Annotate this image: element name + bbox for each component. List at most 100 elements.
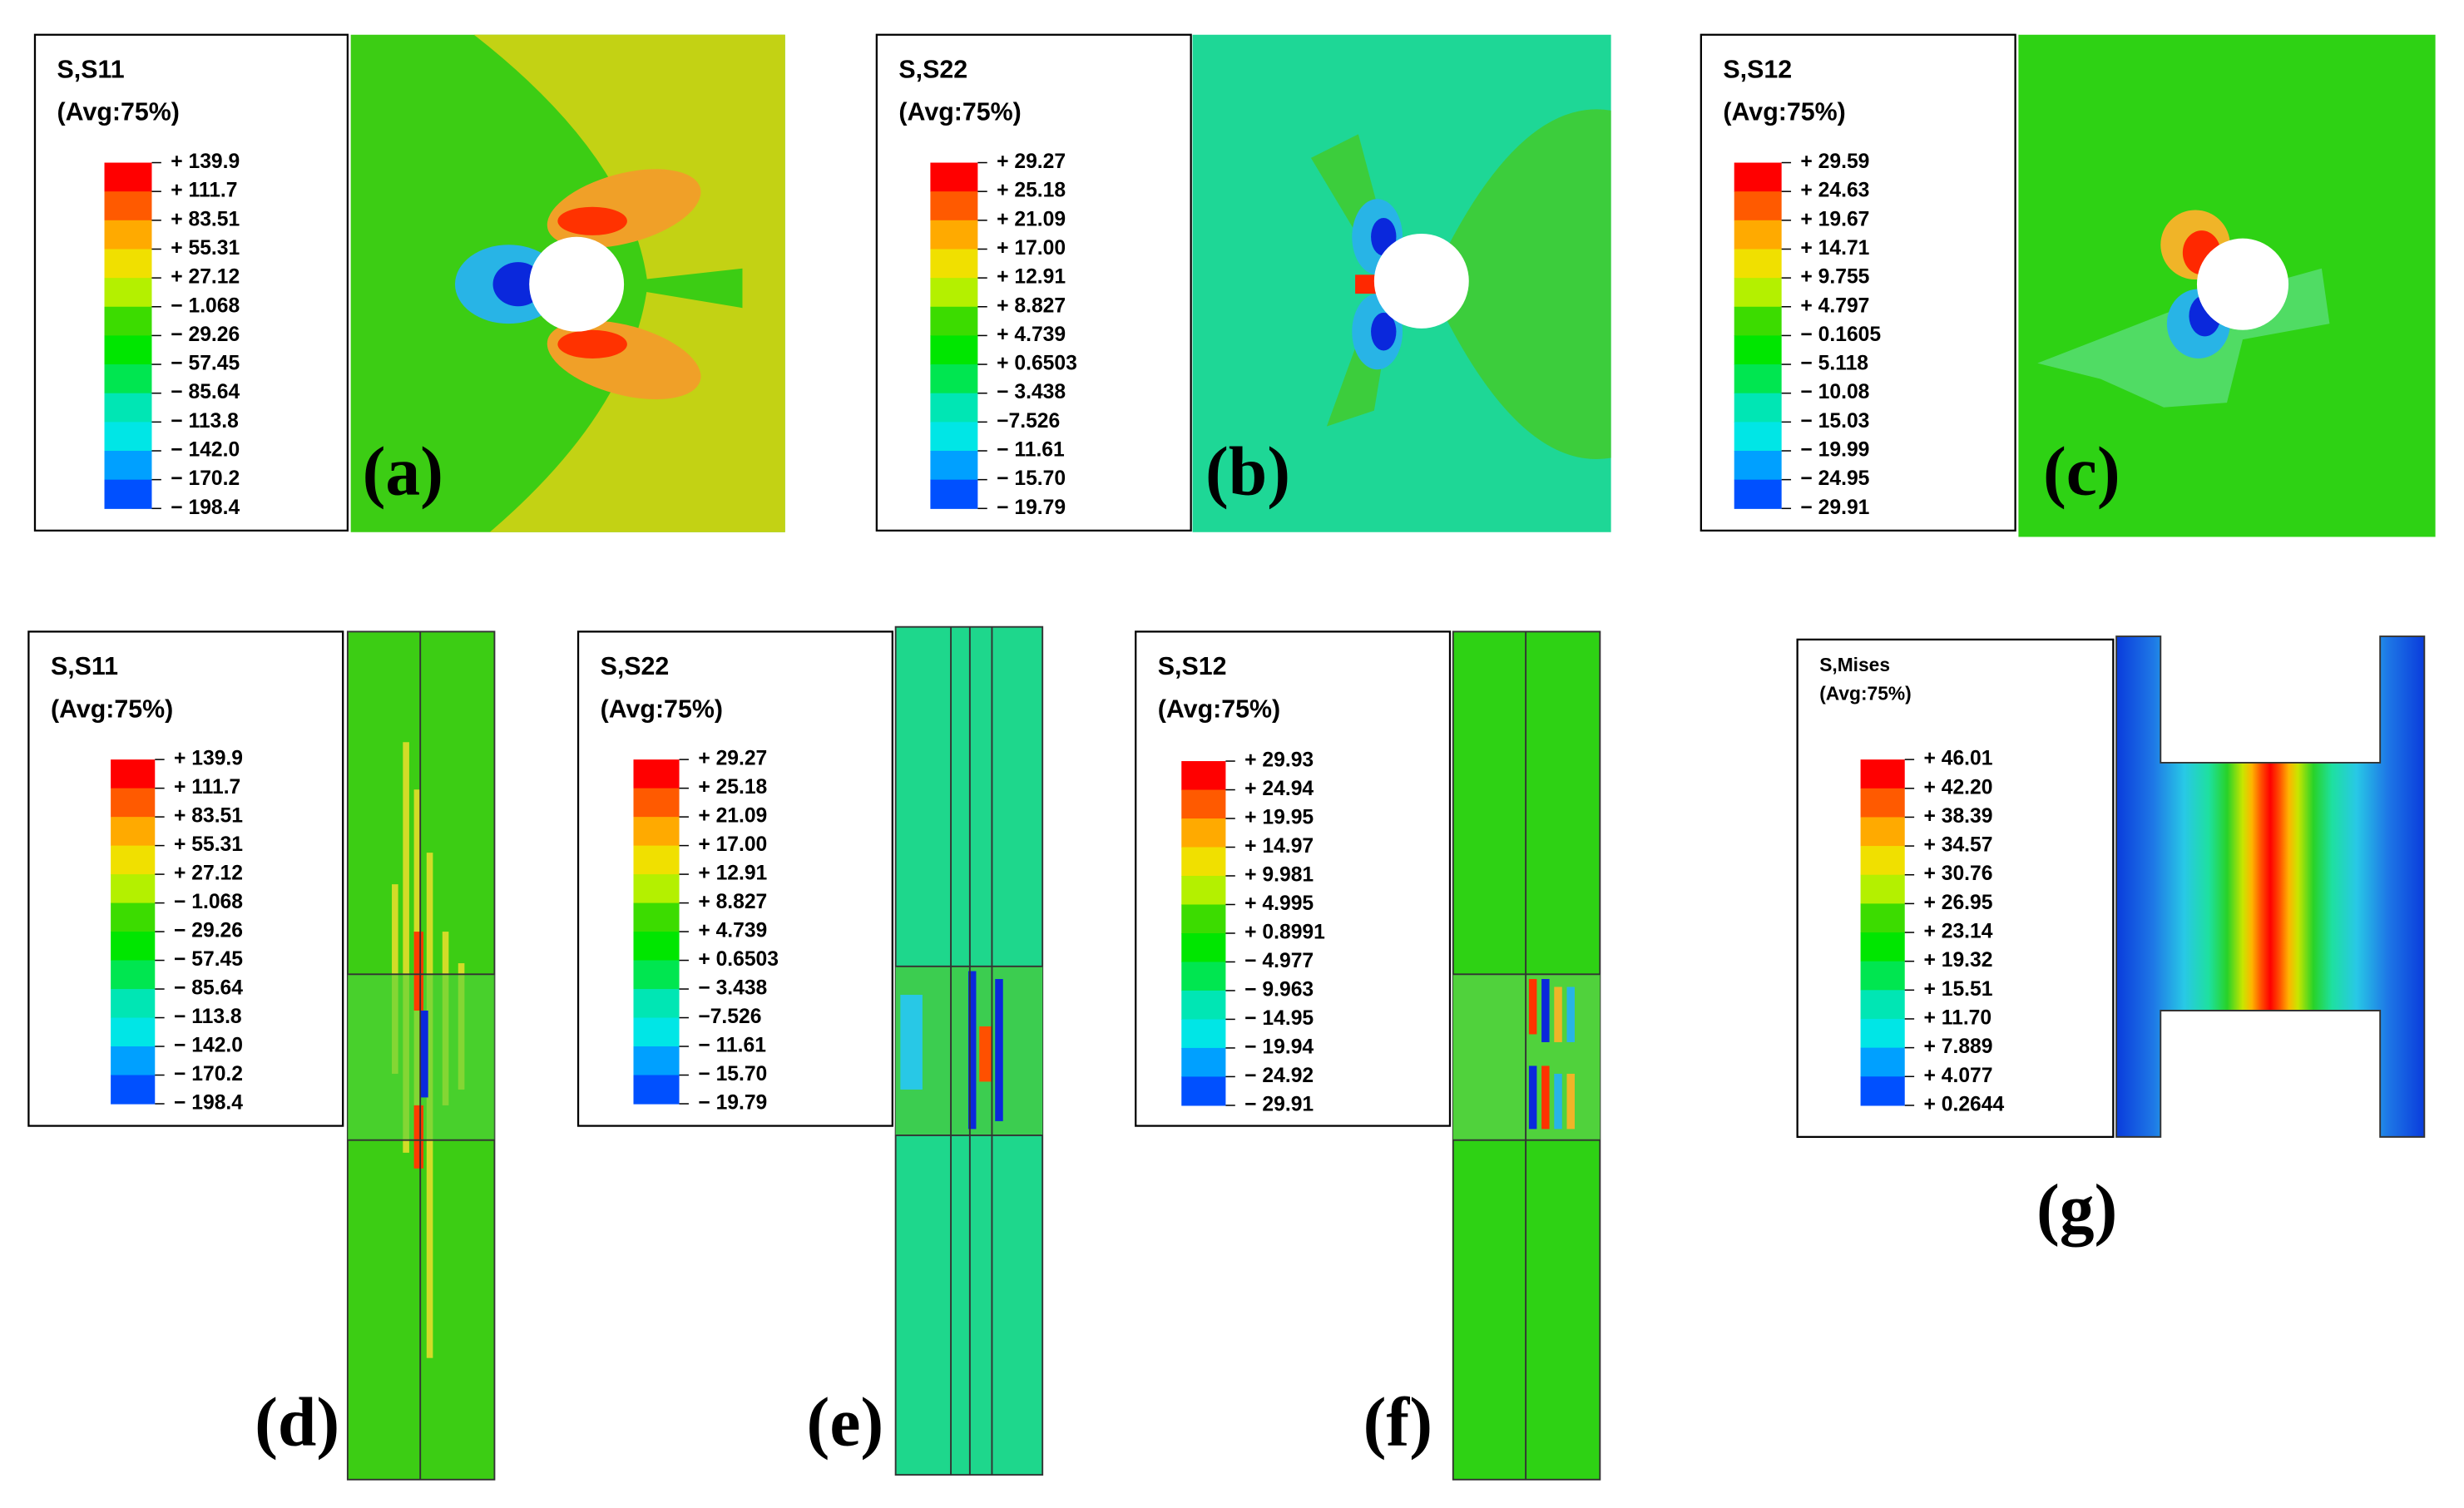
legend-band <box>1734 249 1782 279</box>
legend-label: + 0.6503 <box>698 948 779 971</box>
legend-label: − 29.26 <box>171 324 240 346</box>
legend-label: − 9.963 <box>1244 978 1314 1001</box>
contour-streak <box>1541 1065 1550 1130</box>
legend-band <box>111 902 156 932</box>
legend-label: − 113.8 <box>171 410 239 433</box>
legend-band <box>111 817 156 847</box>
legend-band <box>1734 422 1782 452</box>
legend-label: + 23.14 <box>1924 921 1993 943</box>
legend-label: −7.526 <box>997 410 1060 433</box>
legend-label: − 198.4 <box>174 1092 243 1115</box>
legend-subtitle: (Avg:75%) <box>57 99 180 126</box>
legend-band <box>633 989 680 1019</box>
legend-label: + 24.63 <box>1800 180 1869 202</box>
legend-band <box>104 191 152 221</box>
legend-label: − 19.79 <box>698 1092 767 1115</box>
legend-band <box>633 845 680 875</box>
panel-label: (a) <box>363 433 443 510</box>
legend-label: + 17.00 <box>997 237 1066 260</box>
legend-band <box>1860 874 1905 904</box>
legend-band <box>633 788 680 818</box>
legend-band <box>104 220 152 250</box>
legend-label: − 15.70 <box>997 467 1066 490</box>
legend-band <box>104 393 152 423</box>
legend-band <box>104 364 152 394</box>
legend-label: + 26.95 <box>1924 892 1993 914</box>
contour-streak <box>420 1010 428 1098</box>
legend-box <box>875 33 1192 532</box>
legend-title: S,S12 <box>1723 56 1792 83</box>
panel-label: (f) <box>1363 1384 1432 1461</box>
legend-band <box>1860 1076 1905 1106</box>
legend-label: − 198.4 <box>171 497 240 519</box>
legend-subtitle: (Avg:75%) <box>51 695 173 723</box>
legend-band <box>104 479 152 509</box>
legend-subtitle: (Avg:75%) <box>898 99 1021 126</box>
legend-label: − 5.118 <box>1800 353 1868 375</box>
legend-band <box>1860 961 1905 991</box>
contour-lobe <box>1371 312 1397 351</box>
panel-label: (e) <box>807 1384 884 1461</box>
legend-label: − 85.64 <box>171 381 240 403</box>
legend-subtitle: (Avg:75%) <box>1158 695 1280 723</box>
contour-streak <box>1528 979 1537 1035</box>
legend-label: + 139.9 <box>171 151 240 173</box>
legend-label: − 29.91 <box>1800 497 1869 519</box>
legend-label: − 142.0 <box>171 439 240 462</box>
legend-band <box>1181 962 1226 991</box>
legend-band <box>930 220 978 250</box>
legend-label: − 3.438 <box>698 977 767 1000</box>
legend-label: + 4.739 <box>997 324 1066 346</box>
contour-region <box>600 268 743 309</box>
contour-streak <box>403 742 409 1153</box>
legend-label: − 19.94 <box>1244 1036 1314 1058</box>
contour-streak <box>979 1026 992 1082</box>
legend-band <box>1181 932 1226 963</box>
legend-band <box>1734 393 1782 423</box>
legend-band <box>930 278 978 308</box>
legend-label: + 21.09 <box>698 805 767 828</box>
legend-band <box>1860 932 1905 962</box>
legend-label: + 12.91 <box>698 863 767 885</box>
legend-label: + 17.00 <box>698 833 767 856</box>
legend-band <box>1181 847 1226 877</box>
legend-band <box>930 335 978 365</box>
legend-label: − 1.068 <box>174 891 243 913</box>
legend-band <box>1860 1047 1905 1077</box>
legend-band <box>111 932 156 962</box>
legend-label: + 19.67 <box>1800 208 1869 230</box>
legend-label: + 111.7 <box>171 180 237 202</box>
legend-label: + 7.889 <box>1924 1036 1993 1058</box>
legend-band <box>1734 278 1782 308</box>
legend-label: + 11.70 <box>1924 1006 1992 1029</box>
legend-band <box>104 335 152 365</box>
legend-band <box>930 364 978 394</box>
legend-label: + 15.51 <box>1924 978 1993 1001</box>
legend-band <box>930 422 978 452</box>
legend-label: + 14.71 <box>1800 237 1869 260</box>
legend-label: + 38.39 <box>1924 805 1993 828</box>
legend-subtitle: (Avg:75%) <box>1819 682 1911 704</box>
legend-band <box>930 451 978 481</box>
legend-box <box>1796 638 2115 1139</box>
legend-label: + 4.077 <box>1924 1065 1993 1087</box>
contour-streak <box>413 1105 424 1169</box>
hole <box>529 236 625 332</box>
legend-title: S,S12 <box>1158 653 1227 680</box>
legend-label: + 21.09 <box>997 208 1066 230</box>
panel-label: (c) <box>2043 433 2120 510</box>
legend-band <box>930 162 978 192</box>
legend-box <box>576 630 893 1127</box>
contour-streak <box>967 971 977 1130</box>
legend-label: + 29.27 <box>997 151 1066 173</box>
legend-label: + 4.739 <box>698 920 767 942</box>
legend-label: + 0.8991 <box>1244 921 1325 943</box>
legend-label: − 10.08 <box>1800 381 1869 403</box>
legend-band <box>1860 1018 1905 1049</box>
legend-label: − 29.26 <box>174 920 243 942</box>
contour-region <box>473 34 785 532</box>
legend-label: + 30.76 <box>1924 863 1993 885</box>
legend-label: − 57.45 <box>174 948 243 971</box>
legend-band <box>111 788 156 818</box>
